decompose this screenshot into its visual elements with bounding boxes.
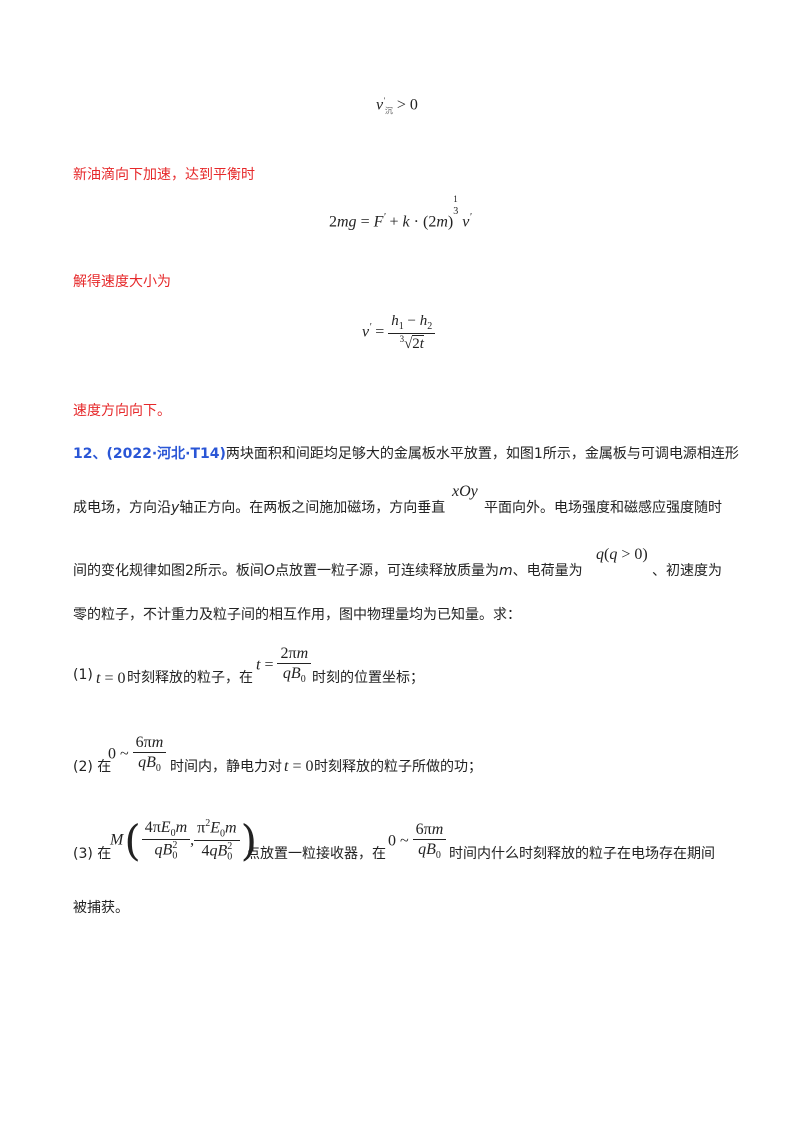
equation-t0-q2: t = 0 — [284, 758, 314, 775]
equation-interval-q3: 0 ~ 6πm qB0 — [388, 821, 447, 863]
question-1-label: (1) — [73, 667, 93, 683]
solution-line-3: 速度方向向下。 — [73, 403, 171, 419]
equation-t0-q1: t = 0 — [96, 670, 126, 687]
solution-line-1: 新油滴向下加速，达到平衡时 — [73, 167, 255, 183]
problem-text-1: 两块面积和间距均足够大的金属板水平放置，如图1所示，金属板与可调电源相连形 — [225, 446, 739, 462]
symbol-xoy: xOy — [452, 483, 478, 500]
problem-line-1: 12、(2022·河北·T14)两块面积和间距均足够大的金属板水平放置，如图1所… — [73, 443, 739, 463]
symbol-m: m — [498, 563, 513, 579]
equation-interval-q2: 0 ~ 6πm qB0 — [108, 734, 167, 776]
question-3-text-b: 点放置一粒接收器，在 — [246, 846, 386, 862]
problem-text-2d: 平面向外。电场强度和磁感应强度随时 — [484, 500, 722, 516]
equation-t-2pim: t = 2πm qB0 — [256, 645, 312, 687]
equation-balance: 2mg = F' + k · (2m) 1 3 v' — [329, 194, 472, 231]
solution-line-2: 解得速度大小为 — [73, 274, 171, 290]
question-3-text-a: (3) 在 — [73, 846, 112, 862]
question-2-text-a: (2) 在 — [73, 759, 112, 775]
problem-text-3e: 、电荷量为 — [512, 563, 583, 579]
problem-text-3f: 、初速度为 — [652, 563, 722, 579]
problem-source: (2022·河北·T14) — [106, 446, 226, 462]
equation-point-m: M(4πE0m qB02, π2E0m 4qB02) — [110, 815, 257, 865]
equation-velocity: v' = h1 − h2 3√2t — [362, 313, 436, 353]
problem-text-2a: 成电场，方向沿 — [73, 500, 171, 516]
problem-text-2c: 轴正方向。在两板之间施加磁场，方向垂直 — [179, 500, 446, 516]
question-3-text-c: 时间内什么时刻释放的粒子在电场存在期间 — [449, 846, 715, 862]
symbol-y: y — [171, 500, 180, 516]
question-2-text-b: 时间内，静电力对 — [170, 759, 282, 775]
symbol-o: O — [263, 563, 275, 579]
equation-v-sink: v'沉 > 0 — [376, 96, 418, 116]
problem-text-3a: 间的变化规律如图2所示。板间 — [73, 563, 264, 579]
problem-line-3: 间的变化规律如图2所示。板间O点放置一粒子源，可连续释放质量为m、电荷量为 — [73, 560, 583, 580]
question-3-line-2: 被捕获。 — [73, 900, 129, 916]
problem-line-2: 成电场，方向沿y轴正方向。在两板之间施加磁场，方向垂直 — [73, 497, 445, 517]
question-1-text-b: 时刻释放的粒子，在 — [127, 670, 253, 686]
problem-number: 12、 — [73, 446, 107, 462]
equation-charge: q(q > 0) — [596, 546, 648, 563]
question-1-text-c: 时刻的位置坐标； — [312, 670, 424, 686]
question-2-text-c: 时刻释放的粒子所做的功； — [314, 759, 482, 775]
problem-text-3c: 点放置一粒子源，可连续释放质量为 — [274, 563, 499, 579]
problem-line-4: 零的粒子，不计重力及粒子间的相互作用，图中物理量均为已知量。求： — [73, 607, 521, 623]
